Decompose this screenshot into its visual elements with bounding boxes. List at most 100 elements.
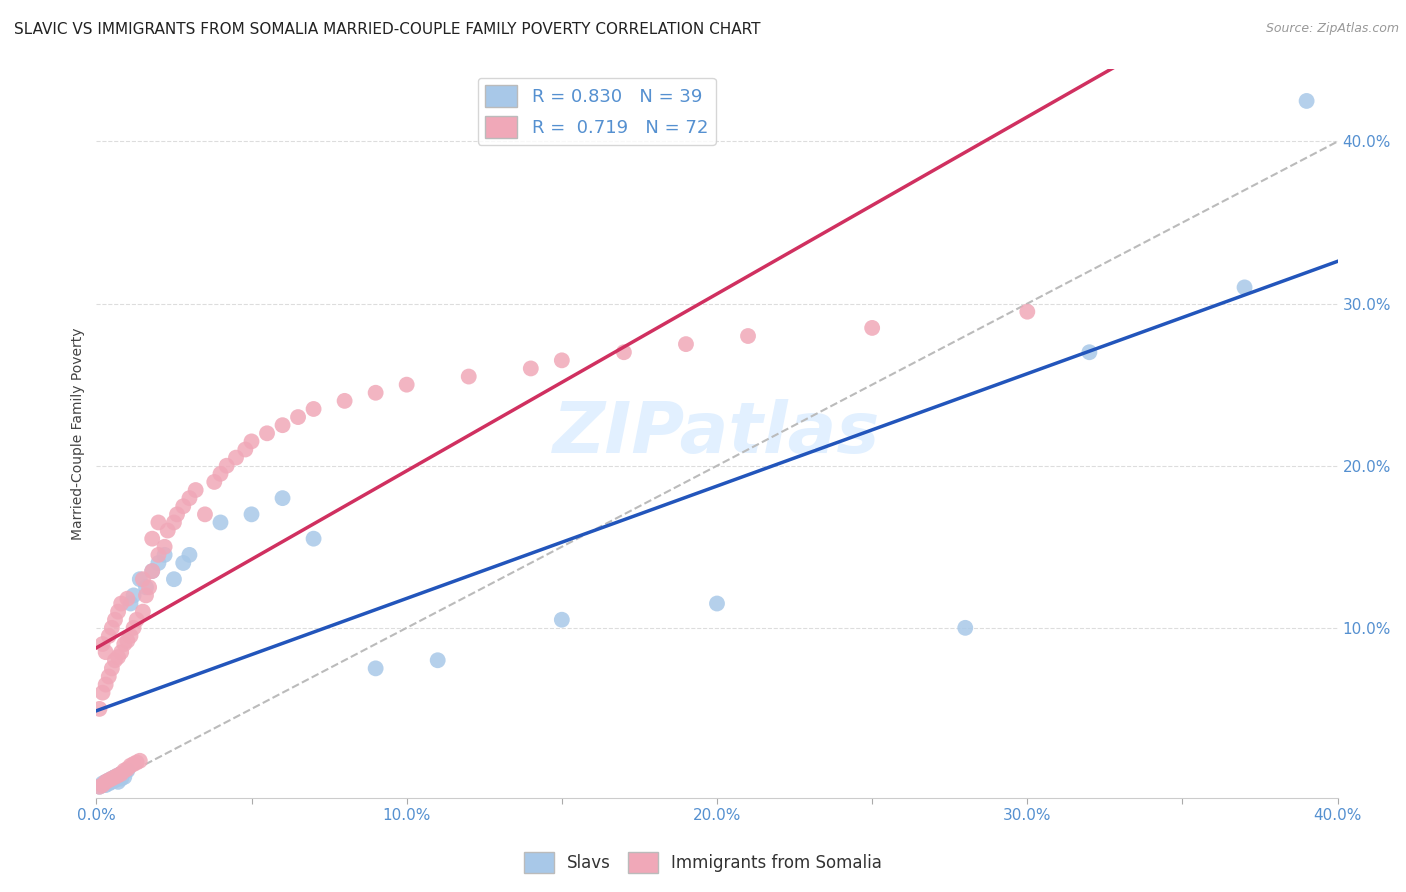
Point: [737, 329, 759, 343]
Point: [240, 508, 263, 522]
Point: [107, 768, 129, 782]
Point: [860, 321, 883, 335]
Point: [101, 772, 124, 786]
Point: [101, 775, 124, 789]
Point: [179, 491, 201, 505]
Point: [153, 548, 176, 562]
Point: [166, 508, 188, 522]
Point: [104, 770, 127, 784]
Point: [141, 564, 163, 578]
Point: [122, 621, 145, 635]
Point: [287, 410, 309, 425]
Point: [94, 778, 117, 792]
Point: [271, 418, 294, 433]
Point: [225, 450, 247, 465]
Point: [117, 764, 139, 778]
Point: [457, 369, 479, 384]
Point: [91, 686, 114, 700]
Point: [128, 572, 150, 586]
Point: [91, 778, 114, 792]
Point: [156, 524, 179, 538]
Point: [1078, 345, 1101, 359]
Point: [148, 556, 170, 570]
Point: [202, 475, 225, 489]
Point: [94, 775, 117, 789]
Point: [89, 702, 111, 716]
Point: [135, 580, 157, 594]
Point: [112, 637, 135, 651]
Point: [110, 766, 132, 780]
Point: [107, 650, 129, 665]
Point: [138, 580, 160, 594]
Point: [107, 775, 129, 789]
Point: [110, 597, 132, 611]
Point: [97, 773, 120, 788]
Point: [94, 677, 117, 691]
Point: [955, 621, 977, 635]
Point: [97, 773, 120, 788]
Point: [110, 645, 132, 659]
Point: [107, 605, 129, 619]
Point: [89, 780, 111, 794]
Point: [302, 401, 325, 416]
Text: SLAVIC VS IMMIGRANTS FROM SOMALIA MARRIED-COUPLE FAMILY POVERTY CORRELATION CHAR: SLAVIC VS IMMIGRANTS FROM SOMALIA MARRIE…: [14, 22, 761, 37]
Point: [172, 556, 194, 570]
Point: [132, 605, 155, 619]
Point: [426, 653, 449, 667]
Point: [112, 764, 135, 778]
Point: [125, 613, 148, 627]
Point: [91, 776, 114, 790]
Text: ZIPatlas: ZIPatlas: [554, 399, 880, 467]
Point: [1017, 304, 1039, 318]
Point: [551, 613, 574, 627]
Point: [104, 653, 127, 667]
Point: [706, 597, 728, 611]
Point: [101, 772, 124, 786]
Point: [104, 613, 127, 627]
Point: [91, 778, 114, 792]
Point: [89, 780, 111, 794]
Point: [97, 669, 120, 683]
Point: [117, 762, 139, 776]
Point: [333, 393, 356, 408]
Point: [148, 548, 170, 562]
Point: [132, 572, 155, 586]
Point: [551, 353, 574, 368]
Point: [163, 572, 186, 586]
Point: [364, 385, 387, 400]
Point: [104, 770, 127, 784]
Point: [117, 591, 139, 606]
Point: [271, 491, 294, 505]
Point: [101, 621, 124, 635]
Point: [675, 337, 697, 351]
Point: [110, 772, 132, 786]
Point: [135, 589, 157, 603]
Point: [209, 467, 232, 481]
Point: [94, 645, 117, 659]
Point: [94, 775, 117, 789]
Point: [120, 758, 142, 772]
Point: [184, 483, 207, 497]
Point: [122, 589, 145, 603]
Point: [215, 458, 238, 473]
Point: [209, 516, 232, 530]
Point: [233, 442, 256, 457]
Point: [97, 629, 120, 643]
Point: [256, 426, 278, 441]
Point: [120, 597, 142, 611]
Text: Source: ZipAtlas.com: Source: ZipAtlas.com: [1265, 22, 1399, 36]
Point: [112, 770, 135, 784]
Point: [395, 377, 418, 392]
Point: [364, 661, 387, 675]
Point: [110, 766, 132, 780]
Point: [91, 637, 114, 651]
Point: [120, 629, 142, 643]
Point: [117, 633, 139, 648]
Point: [1233, 280, 1256, 294]
Point: [172, 500, 194, 514]
Point: [240, 434, 263, 449]
Legend: Slavs, Immigrants from Somalia: Slavs, Immigrants from Somalia: [517, 846, 889, 880]
Point: [153, 540, 176, 554]
Point: [302, 532, 325, 546]
Point: [141, 532, 163, 546]
